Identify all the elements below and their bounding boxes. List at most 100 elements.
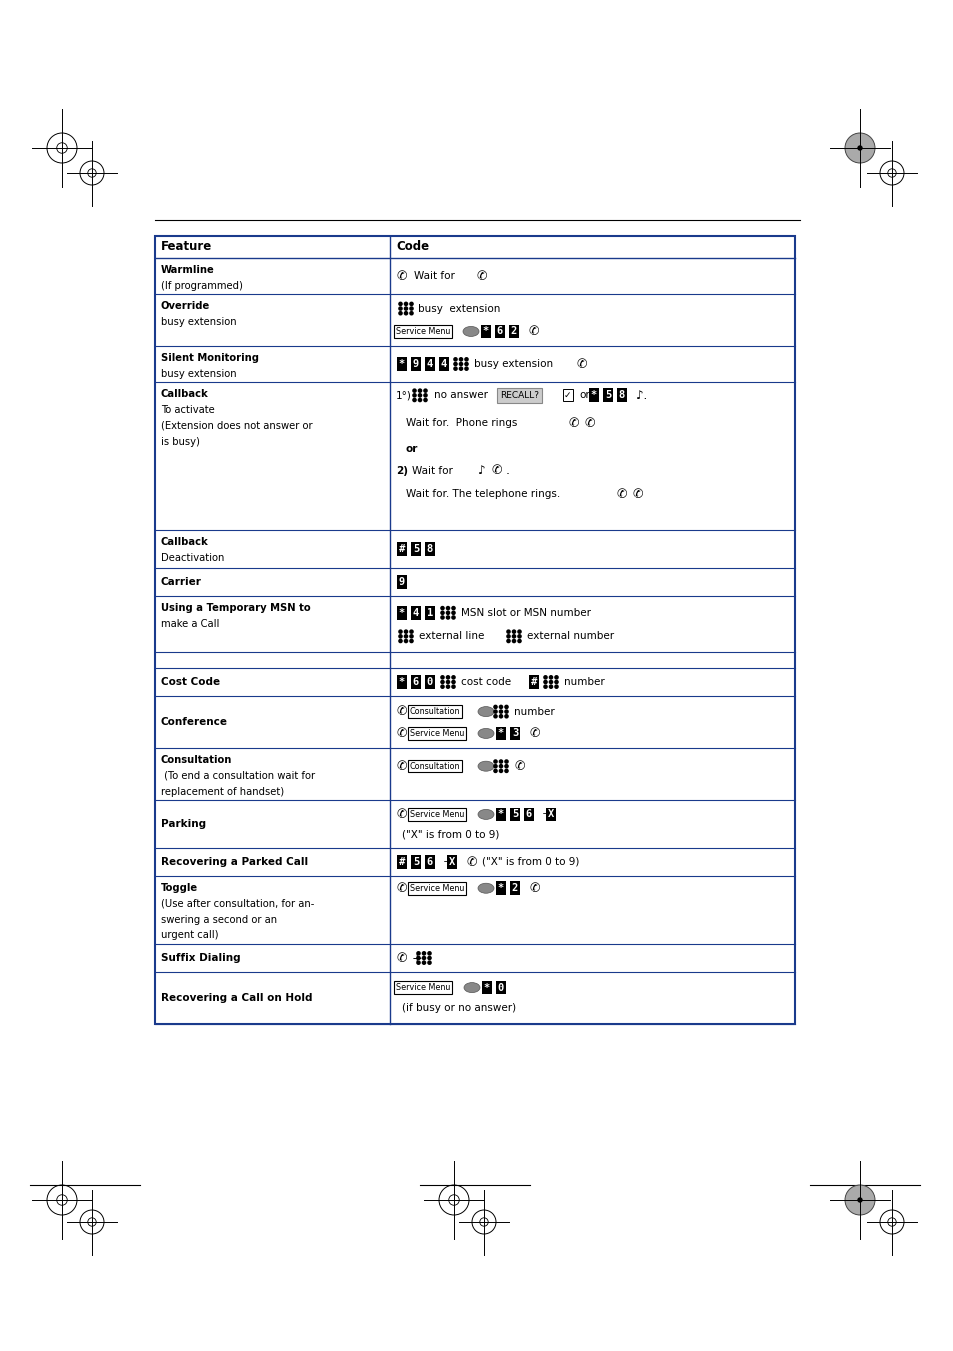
- Text: or: or: [578, 390, 589, 400]
- Circle shape: [554, 676, 558, 680]
- Text: number: number: [514, 707, 554, 716]
- Text: #: #: [398, 544, 405, 554]
- Circle shape: [403, 311, 408, 316]
- Ellipse shape: [477, 728, 494, 739]
- Circle shape: [423, 388, 427, 393]
- Circle shape: [458, 357, 463, 362]
- Text: Wait for.  Phone rings: Wait for. Phone rings: [406, 419, 517, 428]
- Circle shape: [417, 388, 422, 393]
- Circle shape: [427, 951, 432, 955]
- Text: ✆: ✆: [465, 855, 476, 869]
- Text: Wait for. The telephone rings.: Wait for. The telephone rings.: [406, 489, 559, 500]
- Text: Consultation: Consultation: [410, 762, 460, 770]
- Circle shape: [409, 311, 414, 316]
- Circle shape: [857, 1197, 862, 1202]
- Circle shape: [506, 634, 510, 639]
- Circle shape: [506, 630, 510, 634]
- Circle shape: [403, 301, 408, 307]
- Circle shape: [409, 301, 414, 307]
- Circle shape: [417, 393, 422, 397]
- Circle shape: [445, 611, 450, 615]
- Text: Consultation: Consultation: [410, 707, 460, 716]
- Text: 8: 8: [426, 544, 433, 554]
- Text: ✆: ✆: [491, 465, 501, 477]
- Text: ✆: ✆: [395, 705, 406, 719]
- Circle shape: [409, 630, 414, 634]
- Ellipse shape: [477, 761, 494, 771]
- Text: 0: 0: [426, 677, 433, 688]
- Text: 5: 5: [512, 809, 517, 820]
- Circle shape: [403, 630, 408, 634]
- Text: #: #: [398, 857, 405, 867]
- Text: Feature: Feature: [161, 240, 212, 254]
- Circle shape: [403, 634, 408, 639]
- Circle shape: [542, 685, 547, 689]
- Text: Service Menu: Service Menu: [395, 984, 450, 992]
- Text: ("X" is from 0 to 9): ("X" is from 0 to 9): [401, 830, 498, 839]
- Text: ✆: ✆: [529, 882, 539, 894]
- Text: ✆: ✆: [583, 417, 594, 430]
- Text: urgent call): urgent call): [161, 931, 218, 940]
- Text: Callback: Callback: [161, 389, 209, 399]
- Circle shape: [498, 759, 503, 763]
- Text: 1: 1: [426, 608, 433, 617]
- Circle shape: [498, 709, 503, 713]
- Text: 8: 8: [618, 390, 624, 400]
- Circle shape: [451, 611, 456, 615]
- Text: (To end a consultation wait for: (To end a consultation wait for: [161, 771, 314, 781]
- Text: *: *: [497, 884, 503, 893]
- Circle shape: [403, 639, 408, 643]
- Text: ✆: ✆: [395, 269, 406, 282]
- Circle shape: [409, 639, 414, 643]
- Circle shape: [464, 366, 468, 372]
- Circle shape: [439, 685, 444, 689]
- Circle shape: [445, 615, 450, 620]
- Text: Recovering a Parked Call: Recovering a Parked Call: [161, 857, 308, 867]
- Circle shape: [453, 362, 457, 366]
- Text: *: *: [398, 608, 405, 617]
- Text: Carrier: Carrier: [161, 577, 202, 586]
- Circle shape: [423, 397, 427, 403]
- Text: +: +: [541, 809, 551, 820]
- Circle shape: [416, 955, 420, 961]
- Text: 5: 5: [604, 390, 611, 400]
- Text: (Use after consultation, for an-: (Use after consultation, for an-: [161, 898, 314, 909]
- Circle shape: [409, 634, 414, 639]
- Text: ♪: ♪: [477, 465, 485, 477]
- Circle shape: [504, 705, 508, 709]
- Text: MSN slot or MSN number: MSN slot or MSN number: [460, 608, 590, 617]
- Text: ✆: ✆: [529, 727, 539, 740]
- Circle shape: [458, 362, 463, 366]
- Text: 6: 6: [525, 809, 532, 820]
- Text: 4: 4: [440, 359, 447, 369]
- Text: ✆: ✆: [576, 358, 586, 370]
- Text: 0: 0: [497, 982, 503, 993]
- Circle shape: [417, 397, 422, 403]
- Text: number: number: [563, 677, 604, 688]
- Text: 6: 6: [413, 677, 418, 688]
- Circle shape: [409, 307, 414, 311]
- Text: ✆: ✆: [395, 727, 406, 740]
- Circle shape: [548, 685, 553, 689]
- Circle shape: [504, 709, 508, 713]
- Circle shape: [517, 630, 521, 634]
- Circle shape: [412, 397, 416, 403]
- Circle shape: [421, 951, 426, 955]
- Ellipse shape: [477, 707, 494, 716]
- Circle shape: [397, 311, 402, 316]
- Text: 6: 6: [497, 327, 502, 336]
- Circle shape: [498, 713, 503, 719]
- Text: ✆: ✆: [514, 759, 524, 773]
- Text: X: X: [449, 857, 455, 867]
- Text: 2: 2: [511, 327, 517, 336]
- Circle shape: [504, 769, 508, 773]
- Circle shape: [427, 961, 432, 965]
- Text: ✆: ✆: [527, 326, 537, 338]
- Circle shape: [439, 611, 444, 615]
- Circle shape: [412, 388, 416, 393]
- Circle shape: [458, 366, 463, 372]
- Text: 9: 9: [413, 359, 418, 369]
- Circle shape: [498, 763, 503, 769]
- Text: 9: 9: [398, 577, 405, 586]
- Text: Parking: Parking: [161, 819, 206, 830]
